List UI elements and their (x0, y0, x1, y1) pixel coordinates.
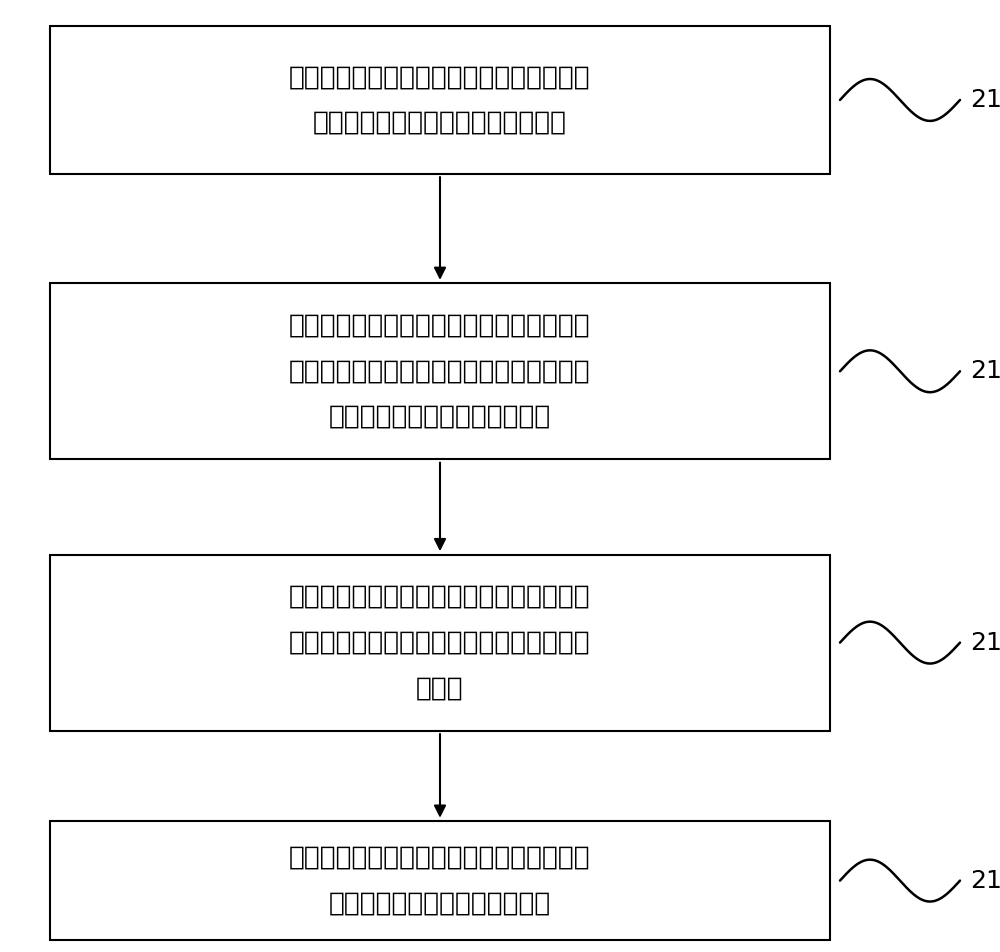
Bar (50, 821, 830, 941)
Text: 获取作用于所述第二界面上、用于在至少一: 获取作用于所述第二界面上、用于在至少一 (289, 312, 591, 339)
Text: 示车辆运行参数的第二触控操作: 示车辆运行参数的第二触控操作 (329, 404, 551, 430)
Text: 作之后: 作之后 (416, 675, 464, 702)
Text: 获取作用于所述第二界面上的第三触控操作: 获取作用于所述第二界面上的第三触控操作 (289, 584, 591, 610)
Text: 212: 212 (970, 359, 1000, 384)
Text: 214: 214 (970, 868, 1000, 893)
Text: 根据所述第三触控操作，向车辆发送至少一: 根据所述第三触控操作，向车辆发送至少一 (289, 844, 591, 871)
Text: 213: 213 (970, 630, 1000, 655)
Text: 个车辆运行参数选择项中确定至少一个待显: 个车辆运行参数选择项中确定至少一个待显 (289, 358, 591, 385)
Bar (50, 554, 830, 731)
Text: 一个车辆运行参数选择项的第二界面: 一个车辆运行参数选择项的第二界面 (313, 109, 567, 136)
Text: 根据所述第一触控操作，弹出一包含有至少: 根据所述第一触控操作，弹出一包含有至少 (289, 64, 591, 90)
Text: 个待显示车辆运行参数信息请求: 个待显示车辆运行参数信息请求 (329, 890, 551, 917)
Text: ，且所述第三触控操作位于所述第二触控操: ，且所述第三触控操作位于所述第二触控操 (289, 629, 591, 656)
Bar (50, 284, 830, 460)
Text: 211: 211 (970, 88, 1000, 112)
Bar (50, 26, 830, 173)
